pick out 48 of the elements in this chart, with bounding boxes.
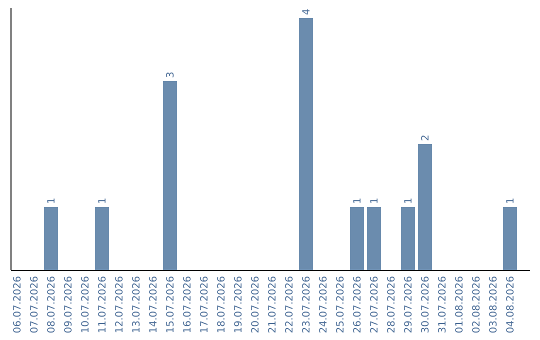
x-tick-label: 15.07.2026	[166, 276, 176, 334]
bar	[418, 144, 432, 270]
x-tick-label: 11.07.2026	[98, 276, 108, 334]
bar	[401, 207, 415, 270]
x-tick-label: 24.07.2026	[318, 276, 330, 334]
bar	[299, 18, 313, 270]
bar	[350, 207, 364, 270]
x-tick-label: 18.07.2026	[216, 276, 228, 334]
x-tick-label: 02.08.2026	[472, 276, 482, 334]
x-tick-label: 06.07.2026	[12, 276, 24, 334]
x-tick-label: 25.07.2026	[336, 276, 346, 334]
data-label: 2	[420, 134, 432, 141]
x-tick-label: 07.07.2026	[30, 276, 40, 334]
data-label: 4	[302, 8, 312, 15]
x-tick-label: 09.07.2026	[64, 276, 74, 334]
data-label: 1	[404, 198, 414, 204]
x-tick-label: 31.07.2026	[438, 276, 448, 334]
x-tick-label: 19.07.2026	[234, 276, 244, 334]
bar	[44, 207, 58, 270]
x-tick-label: 13.07.2026	[132, 276, 142, 334]
x-tick-label: 16.07.2026	[182, 276, 194, 334]
x-tick-label: 01.08.2026	[454, 276, 466, 334]
x-tick-label: 10.07.2026	[80, 276, 92, 334]
x-tick-label: 28.07.2026	[386, 276, 398, 334]
x-tick-label: 26.07.2026	[352, 276, 364, 334]
data-label: 1	[98, 198, 108, 204]
data-label: 1	[370, 198, 380, 204]
x-tick-label: 08.07.2026	[46, 276, 58, 334]
x-tick-label: 30.07.2026	[420, 276, 432, 334]
data-label: 3	[166, 72, 176, 78]
bar	[503, 207, 517, 270]
x-tick-label: 22.07.2026	[284, 276, 296, 334]
bar	[95, 207, 109, 270]
x-tick-label: 12.07.2026	[114, 276, 126, 334]
data-label: 1	[352, 198, 364, 204]
data-label: 1	[506, 198, 516, 204]
x-tick-label: 17.07.2026	[200, 276, 210, 334]
x-tick-label: 20.07.2026	[250, 276, 262, 334]
bar	[163, 81, 177, 270]
data-label: 1	[46, 198, 58, 204]
x-tick-label: 27.07.2026	[370, 276, 380, 334]
x-tick-label: 04.08.2026	[506, 276, 516, 334]
x-tick-label: 21.07.2026	[268, 276, 278, 334]
x-tick-label: 14.07.2026	[148, 276, 160, 334]
x-tick-label: 23.07.2026	[302, 276, 312, 334]
bar	[367, 207, 381, 270]
x-tick-label: 03.08.2026	[488, 276, 500, 334]
x-tick-label: 29.07.2026	[404, 276, 414, 334]
